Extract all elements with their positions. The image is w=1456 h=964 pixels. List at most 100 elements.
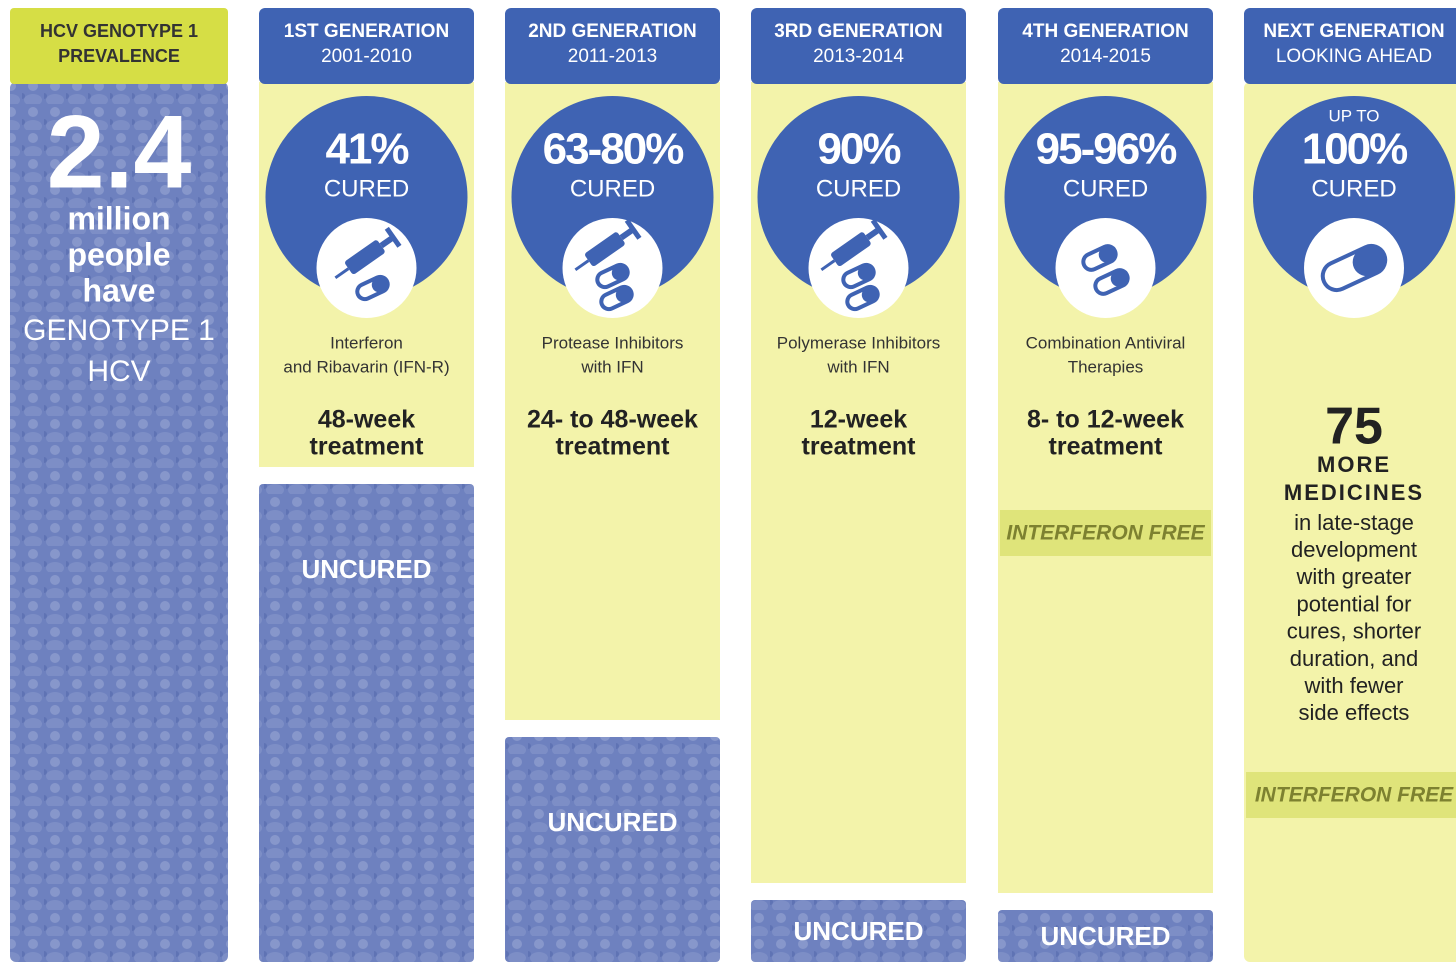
label: side effects [1299, 700, 1410, 725]
icon [574, 218, 642, 312]
cure-circle [265, 96, 468, 298]
syringe-handle [870, 218, 888, 240]
label: UP TO [1328, 106, 1379, 125]
label: 8- to 12-week [1027, 406, 1184, 434]
label: UNCURED [548, 807, 678, 837]
label: people [67, 236, 170, 272]
column-header [998, 8, 1213, 84]
label: 2013-2014 [813, 46, 904, 67]
label: INTERFERON FREE [1255, 784, 1454, 807]
label: GENOTYPE 1 [23, 314, 215, 347]
icon [820, 218, 888, 312]
label: 41% [325, 125, 408, 174]
syringe-plunger [865, 227, 881, 241]
pill-icon [1320, 243, 1388, 293]
label: Therapies [1068, 357, 1144, 376]
uncured-block [505, 737, 720, 962]
syringe-handle [624, 218, 642, 240]
label: Combination Antiviral [1026, 333, 1186, 352]
cure-circle [1004, 96, 1207, 298]
label: with greater [1296, 564, 1412, 589]
column-body [1244, 82, 1456, 962]
uncured-block [751, 900, 966, 962]
uncured-block [998, 910, 1213, 962]
pill-icon [845, 284, 880, 312]
label: CURED [1311, 175, 1396, 202]
label: 3RD GENERATION [774, 21, 943, 42]
label: million [67, 200, 170, 236]
pill-half [1352, 245, 1386, 277]
label: with IFN [826, 357, 889, 376]
label: duration, and [1290, 646, 1418, 671]
column-header [751, 8, 966, 84]
column-header [1244, 8, 1456, 84]
pill-icon [1093, 268, 1130, 296]
pill-icon [1081, 244, 1118, 272]
badge-band [1000, 510, 1211, 556]
label: in late-stage [1294, 510, 1414, 535]
label: UNCURED [302, 554, 432, 584]
pill-icon [355, 274, 390, 302]
syringe-needle [334, 267, 350, 280]
pill-half [857, 264, 874, 281]
syringe-icon [334, 226, 402, 280]
cure-circle [1253, 96, 1455, 298]
label: LOOKING AHEAD [1276, 46, 1432, 67]
column-header [259, 8, 474, 84]
label: CURED [570, 175, 655, 202]
label: 24- to 48-week [527, 406, 698, 434]
label: HCV [87, 355, 150, 388]
icon-circle [316, 218, 417, 318]
pill-half [371, 276, 388, 293]
syringe-needle [820, 259, 836, 272]
label: 4TH GENERATION [1022, 21, 1188, 42]
pill-half [615, 286, 632, 303]
label: 100% [1302, 125, 1407, 174]
prevalence-header [10, 8, 228, 84]
pill-half [861, 286, 878, 303]
label: development [1291, 537, 1417, 562]
label: 1ST GENERATION [284, 21, 449, 42]
syringe-barrel [585, 232, 625, 266]
label: 2014-2015 [1060, 46, 1151, 67]
pill-half [1098, 246, 1116, 263]
label: UNCURED [794, 916, 924, 946]
syringe-plunger [619, 227, 635, 241]
label: MORE [1317, 452, 1391, 477]
label: 2ND GENERATION [528, 21, 697, 42]
icon-circle [1055, 218, 1156, 318]
badge-band [1246, 772, 1456, 818]
icon [1320, 243, 1388, 293]
label: treatment [310, 433, 425, 461]
column-header [505, 8, 720, 84]
icon [1081, 244, 1130, 296]
label: UNCURED [1041, 921, 1171, 951]
label: HCV GENOTYPE 1 [40, 21, 198, 41]
cure-circle [511, 96, 714, 298]
label: have [83, 272, 156, 308]
icon [334, 226, 402, 302]
pill-half [611, 264, 628, 281]
label: treatment [556, 433, 671, 461]
label: Interferon [330, 333, 403, 352]
label: CURED [1063, 175, 1148, 202]
label: treatment [802, 433, 917, 461]
syringe-barrel [345, 240, 385, 274]
pill-half [1110, 270, 1128, 287]
syringe-handle [384, 226, 402, 248]
pill-icon [599, 284, 634, 312]
label: Polymerase Inhibitors [777, 333, 940, 352]
syringe-needle [574, 259, 590, 272]
label: treatment [1049, 433, 1164, 461]
label: INTERFERON FREE [1006, 522, 1205, 545]
pill-icon [841, 262, 876, 290]
uncured-block [259, 484, 474, 962]
label: 2011-2013 [568, 46, 657, 67]
label: potential for [1297, 591, 1412, 616]
cure-circle [757, 96, 960, 298]
prevalence-body [10, 82, 228, 962]
label: and Ribavarin (IFN-R) [283, 357, 449, 376]
label: PREVALENCE [58, 46, 180, 66]
label: with fewer [1303, 673, 1403, 698]
